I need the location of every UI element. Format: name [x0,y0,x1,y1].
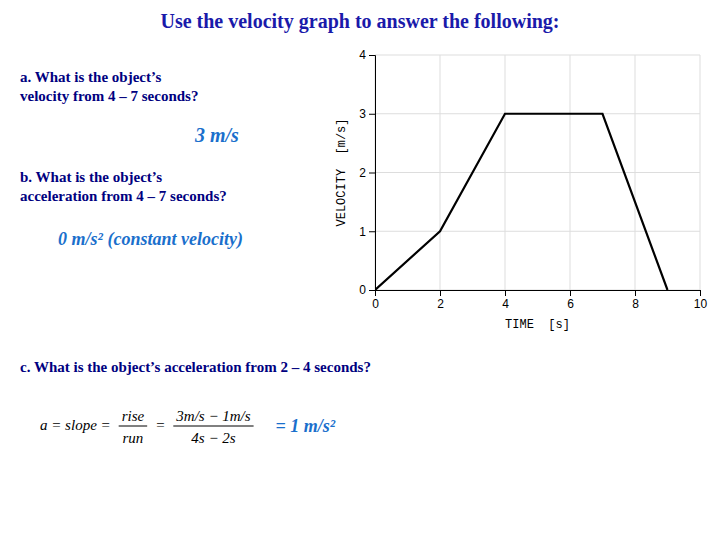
axis-line [376,291,701,297]
tick-label: 2 [359,166,366,180]
annotation: a. What is the object’s velocity from 4 –… [20,69,198,104]
grid-line-y [375,231,700,232]
tick-mark [369,114,375,115]
formula-text: = [155,417,165,433]
tick: 0 [372,290,379,311]
tick-label: 1 [359,225,366,239]
tick-mark [440,290,441,296]
tick-label: 2 [437,297,444,311]
tick-mark [570,290,571,296]
tick-mark [700,290,701,296]
x-axis: 0 2 4 6 8 10 [372,290,707,311]
tick: 2 [359,166,375,180]
tick: 10 [694,290,708,311]
formula-denominator: 4s − 2s [191,430,235,446]
x-axis-title: TIME [s] [505,318,570,332]
formula-denominator: run [123,430,144,446]
y-axis: 0 1 2 3 4 [359,48,375,297]
tick: 1 [359,225,375,239]
grid-line-y [375,172,700,173]
tick-mark [369,290,375,291]
line [375,114,668,290]
annotation: c. What is the object’s acceleration fro… [20,359,371,375]
annotation-line: b. What is the object’s [20,169,162,185]
fraction-bar [173,426,253,427]
tick-label: 0 [372,297,379,311]
tick: 2 [437,290,444,311]
annotation-line: a. What is the object’s [20,69,161,85]
annotation: 0 m/s² (constant velocity) [58,229,243,250]
marks [375,114,668,290]
tick-mark [505,290,506,296]
tick-mark [369,173,375,174]
tick-label: 4 [359,48,366,62]
chart: Use the velocity graph to answer the fol… [0,0,720,540]
annotation: 3 m/s [194,124,239,146]
tick: 6 [567,290,574,311]
title: Use the velocity graph to answer the fol… [160,10,559,33]
annotation-line: 0 m/s² (constant velocity) [58,229,243,250]
tick: 8 [632,290,639,311]
tick-label: 10 [694,297,708,311]
grid [375,55,700,290]
tick-mark [635,290,636,296]
tick: 0 [359,283,375,297]
grid-line-y [375,55,700,56]
annotation-line: 3 m/s [194,124,239,146]
tick-label: 6 [567,297,574,311]
axis-line [369,56,376,291]
annotation-line: c. What is the object’s acceleration fro… [20,359,371,375]
y-axis-title: VELOCITY [m/s] [335,118,349,226]
answer: = 1 m/s² [276,416,336,436]
fraction-bar [119,426,148,427]
formula-numerator: rise [122,408,145,424]
formula-text: a = slope = [40,417,111,433]
annotation: b. What is the object’s acceleration from… [20,169,227,204]
tick-label: 3 [359,107,366,121]
tick-label: 0 [359,283,366,297]
tick-label: 8 [632,297,639,311]
tick-mark [369,55,375,56]
tick: 3 [359,107,375,121]
tick-label: 4 [502,297,509,311]
annotation-line: acceleration from 4 – 7 seconds? [20,188,227,204]
formula-numerator: 3m/s − 1m/s [175,408,250,424]
tick-mark [369,231,375,232]
formula: a = slope = rise run = 3m/s − 1m/s 4s − 2s [40,408,254,446]
tick: 4 [359,48,375,62]
annotation-line: velocity from 4 – 7 seconds? [20,88,198,104]
tick: 4 [502,290,509,311]
